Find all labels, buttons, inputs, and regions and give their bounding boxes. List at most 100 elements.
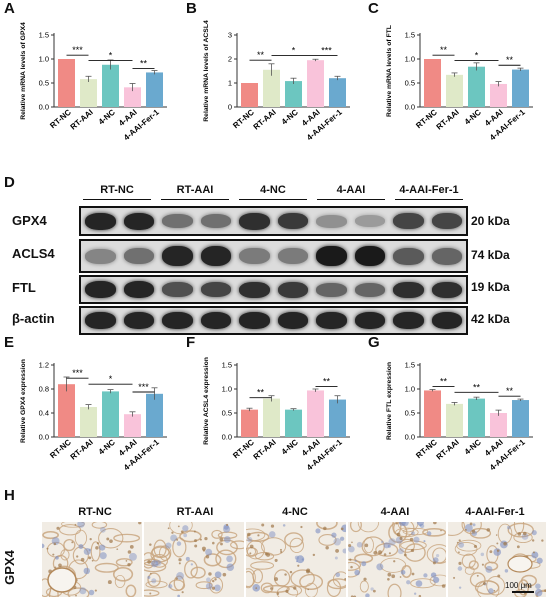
bar-rt-nc xyxy=(424,390,441,437)
ftl-mrna-chart: Relative mRNA levels of FTL 0.0 0.5 1.0 1.5 R… xyxy=(386,25,533,142)
nucleus-cluster xyxy=(99,544,106,551)
scale-bar-label: 100 μm xyxy=(505,581,532,590)
blot-band xyxy=(239,213,270,230)
nucleus-cluster xyxy=(411,531,415,536)
stain-dot xyxy=(471,529,476,533)
nucleus-cluster xyxy=(531,530,537,536)
alveolus xyxy=(125,584,137,597)
blot-kda-acls4: 74 kDa xyxy=(471,248,510,262)
significance-label: ** xyxy=(257,50,265,60)
blot-header-rt-aai: RT-AAI xyxy=(176,184,214,196)
stain-dot xyxy=(127,550,132,554)
stain-dot xyxy=(503,541,507,546)
blot-strip-acls4 xyxy=(79,239,468,273)
nucleus-cluster xyxy=(419,523,425,529)
nucleus-cluster xyxy=(177,594,181,597)
alveolus xyxy=(318,534,337,546)
bar-4-nc xyxy=(102,391,119,437)
ihc-label-4-aai-fer-1: 4-AAI-Fer-1 xyxy=(465,506,525,518)
significance-label: * xyxy=(475,50,479,60)
stain-dot xyxy=(56,526,60,530)
nucleus-cluster xyxy=(170,534,178,542)
stain-dot xyxy=(199,538,202,541)
nucleus-cluster xyxy=(348,545,355,553)
alveolus xyxy=(388,522,408,543)
bar-4-aai-fer-1 xyxy=(329,78,346,107)
airway xyxy=(47,567,77,593)
nucleus-cluster xyxy=(42,543,45,549)
stain-dot xyxy=(393,560,396,563)
stain-dot xyxy=(473,544,477,548)
bar-rt-aai xyxy=(80,407,97,437)
stain-dot xyxy=(496,542,499,545)
stain-dot xyxy=(116,548,119,551)
ihc-image-rt-nc xyxy=(42,522,142,597)
x-tick-label: RT-AAI xyxy=(252,108,278,132)
nucleus-cluster xyxy=(354,559,357,563)
nucleus-cluster xyxy=(78,544,84,550)
alveolus xyxy=(113,533,141,543)
nucleus-cluster xyxy=(51,537,60,545)
x-tick-label: 4-NC xyxy=(463,437,483,456)
y-axis-label: Relative ACSL4 expression xyxy=(203,357,210,445)
blot-band xyxy=(162,214,193,228)
alveolus xyxy=(359,580,369,593)
stain-dot xyxy=(486,528,491,532)
alveolus xyxy=(326,579,342,597)
alveolus xyxy=(454,542,478,556)
nucleus-cluster xyxy=(531,551,539,559)
significance-label: ** xyxy=(323,377,331,387)
nucleus-cluster xyxy=(380,540,384,544)
blot-kda-ftl: 19 kDa xyxy=(471,280,510,294)
stain-dot xyxy=(306,569,310,574)
blot-kda-gpx4: 20 kDa xyxy=(471,214,510,228)
nucleus-cluster xyxy=(342,548,346,554)
blot-band xyxy=(431,312,462,329)
y-tick-label: 2 xyxy=(228,55,232,64)
nucleus-cluster xyxy=(214,571,222,578)
stain-dot xyxy=(274,558,278,562)
bar-rt-nc xyxy=(424,59,441,107)
stain-dot xyxy=(279,548,282,551)
nucleus-cluster xyxy=(506,525,511,530)
blot-header-4-aai: 4-AAI xyxy=(336,184,366,196)
nucleus-cluster xyxy=(128,552,137,561)
blot-strip-ftl xyxy=(79,275,468,304)
nucleus-cluster xyxy=(79,587,87,595)
stain-dot xyxy=(373,550,378,555)
stain-dot xyxy=(349,558,352,561)
y-tick-label: 1.2 xyxy=(39,361,49,370)
stain-dot xyxy=(125,560,128,562)
x-tick-label: RT-AAI xyxy=(69,438,95,462)
panel-letter-f: F xyxy=(186,334,196,351)
nucleus-cluster xyxy=(457,566,463,571)
blot-band xyxy=(123,312,154,329)
alveolus xyxy=(469,572,486,588)
nucleus-cluster xyxy=(426,531,432,536)
nucleus-cluster xyxy=(433,576,440,583)
stain-dot xyxy=(497,574,501,578)
alveolus xyxy=(456,539,482,552)
alveolus xyxy=(262,584,290,593)
blot-band xyxy=(393,248,424,265)
significance-label: * xyxy=(109,374,113,384)
alveolus xyxy=(432,547,446,564)
nucleus-cluster xyxy=(536,557,543,564)
bar-4-aai-fer-1 xyxy=(329,399,346,437)
blot-header-line xyxy=(83,199,151,200)
stain-dot xyxy=(453,576,456,579)
bar-4-nc xyxy=(468,398,485,437)
y-tick-label: 0.0 xyxy=(39,103,49,112)
ihc-label-4-nc: 4-NC xyxy=(282,506,308,518)
blot-band xyxy=(123,248,154,264)
blot-band xyxy=(123,213,154,230)
nucleus-cluster xyxy=(151,578,157,584)
stain-dot xyxy=(489,550,493,554)
stain-dot xyxy=(95,546,99,550)
y-tick-label: 1 xyxy=(228,79,232,88)
nucleus-cluster xyxy=(168,584,173,589)
stain-dot xyxy=(464,528,467,531)
nucleus-cluster xyxy=(205,582,213,590)
nucleus-cluster xyxy=(376,563,384,571)
nucleus-cluster xyxy=(176,541,182,546)
